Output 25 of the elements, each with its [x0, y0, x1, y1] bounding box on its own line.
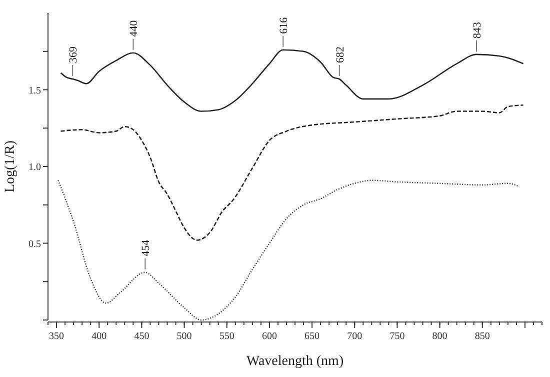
line-series — [60, 104, 524, 241]
y-tick-label: 1.5 — [28, 85, 41, 96]
x-tick-label: 650 — [304, 331, 320, 342]
x-tick-label: 700 — [347, 331, 362, 342]
line-series — [58, 180, 520, 321]
x-tick-label: 850 — [474, 331, 490, 342]
x-tick-label: 500 — [176, 331, 192, 342]
x-tick-label: 600 — [262, 331, 277, 342]
x-tick-label: 750 — [390, 331, 405, 342]
annotation: 440 — [128, 20, 140, 37]
annotation: 369 — [68, 46, 80, 64]
x-tick-label: 800 — [432, 331, 448, 342]
x-tick-label: 350 — [49, 331, 64, 342]
y-tick-label: 0.5 — [28, 238, 41, 250]
x-tick-label: 550 — [219, 331, 234, 342]
annotation: 843 — [471, 21, 484, 38]
annotation: 682 — [334, 46, 346, 64]
x-axis-title: Wavelength (nm) — [246, 354, 344, 369]
x-tick-label: 400 — [92, 331, 107, 342]
y-axis-title: Log(1/R) — [3, 140, 18, 193]
y-tick-label: 1.0 — [28, 162, 41, 173]
x-tick-label: 450 — [134, 331, 150, 342]
line-series — [60, 49, 524, 112]
annotation: 454 — [140, 239, 152, 256]
annotation: 616 — [278, 16, 290, 34]
